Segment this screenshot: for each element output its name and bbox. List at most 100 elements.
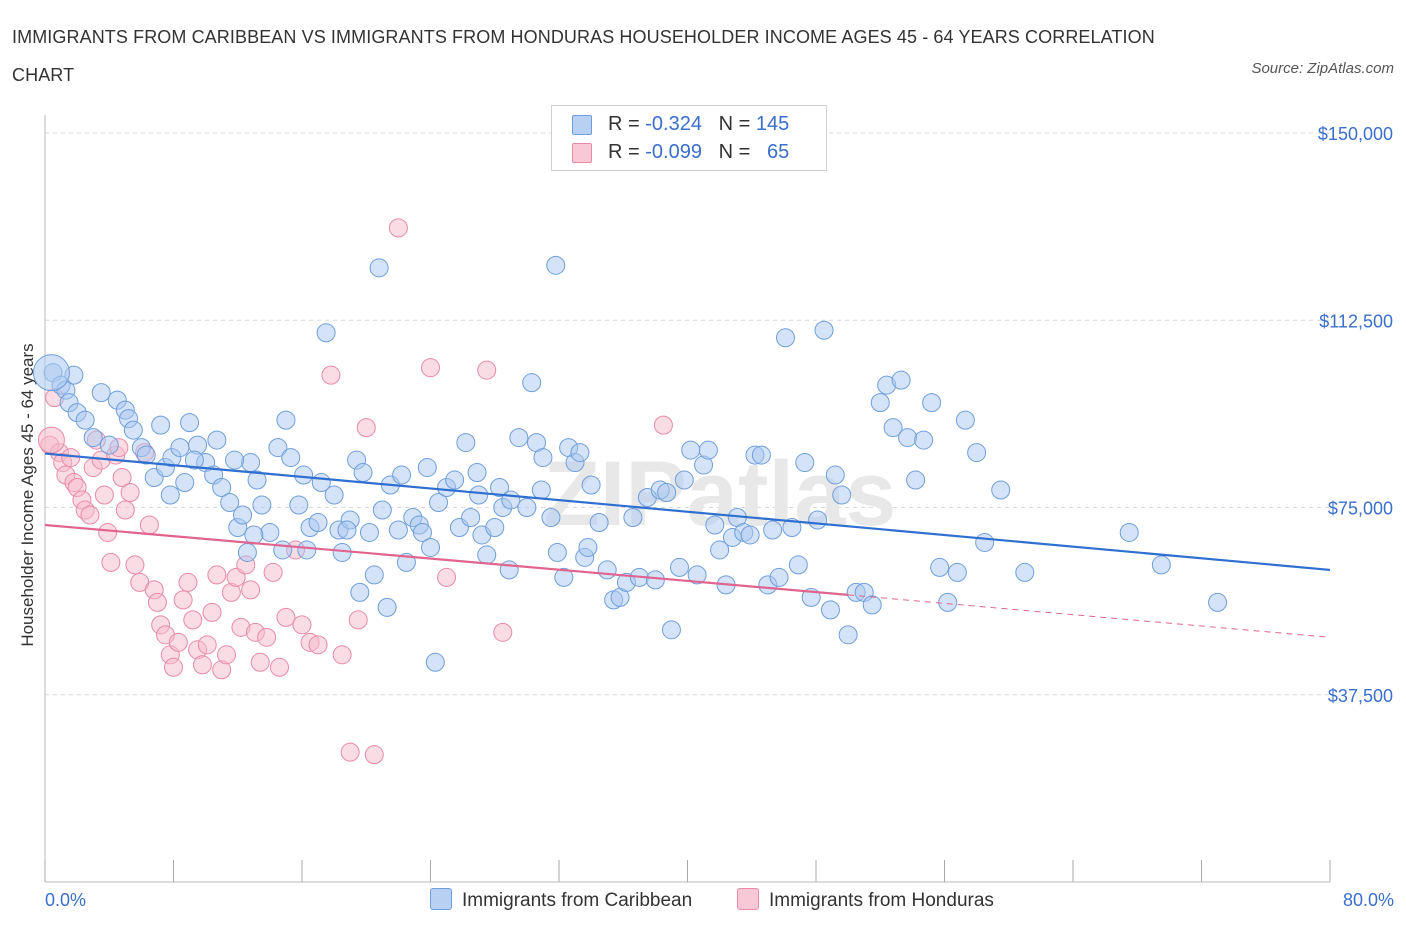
caribbean-point xyxy=(782,517,802,537)
x-tick-label-max: 80.0% xyxy=(1342,890,1394,910)
caribbean-point xyxy=(311,473,331,493)
honduras-point xyxy=(101,552,121,572)
caribbean-point xyxy=(260,522,280,542)
caribbean-points xyxy=(32,255,1228,672)
caribbean-point xyxy=(541,507,561,527)
honduras-point xyxy=(356,418,376,438)
caribbean-point xyxy=(975,532,995,552)
axis-layer xyxy=(44,115,1331,883)
caribbean-point xyxy=(289,495,309,515)
caribbean-point xyxy=(870,393,890,413)
caribbean-point xyxy=(581,475,601,495)
bottom-legend-caribbean: Immigrants from Caribbean xyxy=(430,888,692,914)
caribbean-point xyxy=(554,567,574,587)
caribbean-point xyxy=(392,465,412,485)
caribbean-point xyxy=(281,448,301,468)
caribbean-point xyxy=(83,428,103,448)
caribbean-point xyxy=(175,473,195,493)
caribbean-point xyxy=(914,430,934,450)
caribbean-point xyxy=(763,520,783,540)
bottom-legend-label: Immigrants from Caribbean xyxy=(462,890,693,911)
caribbean-point xyxy=(237,542,257,562)
caribbean-point xyxy=(947,562,967,582)
legend-r-value: -0.099 xyxy=(645,141,702,163)
caribbean-point xyxy=(170,438,190,458)
caribbean-point xyxy=(832,485,852,505)
caribbean-point xyxy=(533,448,553,468)
caribbean-point xyxy=(891,370,911,390)
honduras-point xyxy=(364,745,384,765)
caribbean-point xyxy=(350,582,370,602)
caribbean-point xyxy=(661,620,681,640)
y-tick-label: $112,500 xyxy=(1319,311,1393,331)
caribbean-point xyxy=(184,450,204,470)
caribbean-point xyxy=(645,570,665,590)
honduras-point xyxy=(139,515,159,535)
honduras-point xyxy=(112,468,132,488)
caribbean-point xyxy=(1208,592,1228,612)
x-tick-label-min: 0.0% xyxy=(45,890,87,910)
caribbean-point xyxy=(531,480,551,500)
caribbean-point xyxy=(377,597,397,617)
caribbean-point xyxy=(570,443,590,463)
legend-n-label: N = xyxy=(718,113,756,135)
honduras-point xyxy=(120,483,140,503)
caribbean-point xyxy=(359,522,379,542)
caribbean-point xyxy=(469,485,489,505)
honduras-point xyxy=(207,565,227,585)
bottom-legend-swatch-pink xyxy=(737,888,759,910)
caribbean-point xyxy=(75,410,95,430)
caribbean-point xyxy=(681,440,701,460)
caribbean-point xyxy=(808,510,828,530)
honduras-point xyxy=(348,610,368,630)
honduras-point xyxy=(437,567,457,587)
caribbean-point xyxy=(417,458,437,478)
caribbean-point xyxy=(337,520,357,540)
caribbean-point xyxy=(477,545,497,565)
caribbean-point xyxy=(372,500,392,520)
caribbean-point xyxy=(490,478,510,498)
honduras-point xyxy=(241,580,261,600)
caribbean-point xyxy=(698,440,718,460)
honduras-trend-extension xyxy=(848,594,1331,638)
caribbean-point xyxy=(517,498,537,517)
honduras-point xyxy=(270,657,290,677)
caribbean-point xyxy=(99,435,119,455)
honduras-point xyxy=(192,655,212,675)
caribbean-point xyxy=(388,520,408,540)
honduras-point xyxy=(80,505,100,525)
caribbean-point xyxy=(825,465,845,485)
caribbean-point xyxy=(740,525,760,545)
caribbean-point xyxy=(252,495,272,515)
caribbean-point xyxy=(820,600,840,620)
caribbean-point-large xyxy=(32,354,70,392)
caribbean-point xyxy=(938,592,958,612)
caribbean-point xyxy=(429,493,449,513)
caribbean-point xyxy=(967,443,987,463)
honduras-point xyxy=(125,555,145,575)
caribbean-point xyxy=(991,480,1011,500)
caribbean-point xyxy=(160,485,180,505)
caribbean-point xyxy=(485,517,505,537)
caribbean-point xyxy=(294,465,314,485)
honduras-point xyxy=(98,522,118,542)
bottom-legend-honduras: Immigrants from Honduras xyxy=(737,888,994,914)
honduras-point xyxy=(250,652,270,672)
honduras-point xyxy=(147,592,167,612)
caribbean-point xyxy=(546,255,566,275)
caribbean-point xyxy=(955,410,975,430)
legend-swatch-pink xyxy=(572,143,592,163)
y-tick-labels: $37,500 $75,000 $112,500 $150,000 xyxy=(1318,124,1393,706)
caribbean-point xyxy=(509,428,529,448)
honduras-point xyxy=(115,500,135,520)
caribbean-point xyxy=(353,463,373,483)
caribbean-point xyxy=(412,522,432,542)
bottom-legend-swatch-blue xyxy=(430,888,452,910)
honduras-point xyxy=(388,218,408,238)
caribbean-point xyxy=(207,430,227,450)
caribbean-point xyxy=(421,537,440,557)
honduras-point-large xyxy=(37,426,65,454)
caribbean-point xyxy=(225,450,245,470)
honduras-point xyxy=(217,645,237,665)
